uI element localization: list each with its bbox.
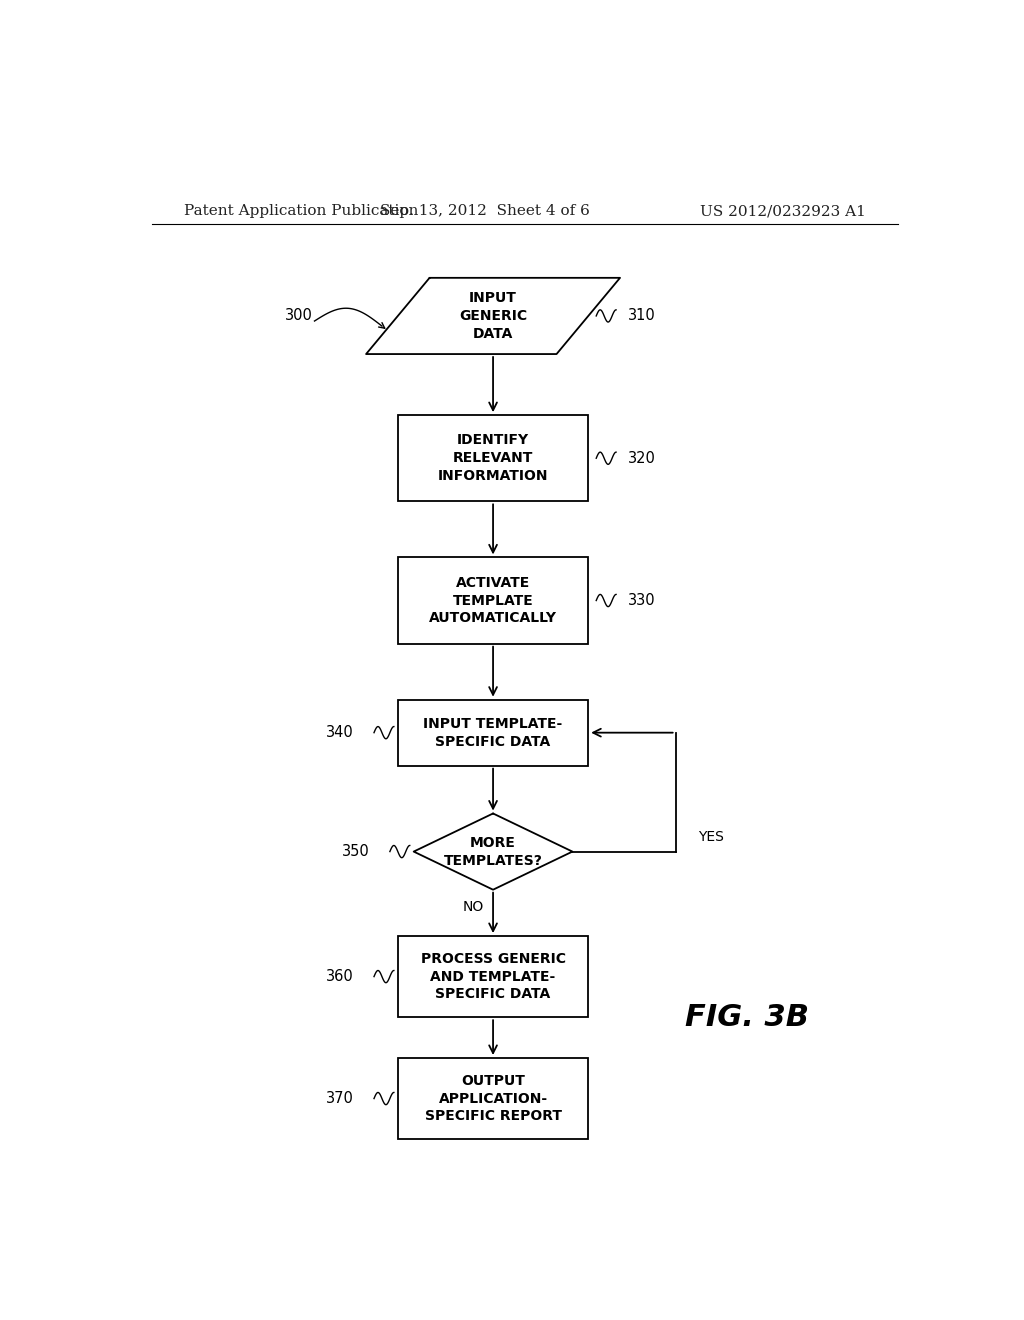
Bar — [397, 557, 588, 644]
Text: 340: 340 — [327, 725, 354, 741]
Text: 300: 300 — [285, 309, 312, 323]
Text: INPUT
GENERIC
DATA: INPUT GENERIC DATA — [459, 292, 527, 341]
Text: PROCESS GENERIC
AND TEMPLATE-
SPECIFIC DATA: PROCESS GENERIC AND TEMPLATE- SPECIFIC D… — [421, 952, 565, 1002]
Text: YES: YES — [698, 830, 724, 845]
Text: Sep. 13, 2012  Sheet 4 of 6: Sep. 13, 2012 Sheet 4 of 6 — [380, 205, 590, 218]
Text: NO: NO — [463, 900, 484, 915]
Text: 330: 330 — [628, 593, 655, 609]
Bar — [397, 414, 588, 502]
Text: 360: 360 — [327, 969, 354, 985]
Bar — [397, 936, 588, 1018]
Text: MORE
TEMPLATES?: MORE TEMPLATES? — [443, 836, 543, 867]
Text: Patent Application Publication: Patent Application Publication — [183, 205, 418, 218]
Text: IDENTIFY
RELEVANT
INFORMATION: IDENTIFY RELEVANT INFORMATION — [438, 433, 548, 483]
Text: OUTPUT
APPLICATION-
SPECIFIC REPORT: OUTPUT APPLICATION- SPECIFIC REPORT — [425, 1073, 561, 1123]
Text: INPUT TEMPLATE-
SPECIFIC DATA: INPUT TEMPLATE- SPECIFIC DATA — [424, 717, 562, 748]
Text: 350: 350 — [342, 843, 370, 859]
Bar — [397, 1057, 588, 1139]
Text: FIG. 3B: FIG. 3B — [685, 1003, 809, 1032]
Text: 310: 310 — [628, 309, 655, 323]
Text: 370: 370 — [327, 1092, 354, 1106]
Text: US 2012/0232923 A1: US 2012/0232923 A1 — [700, 205, 866, 218]
Text: ACTIVATE
TEMPLATE
AUTOMATICALLY: ACTIVATE TEMPLATE AUTOMATICALLY — [429, 576, 557, 626]
Text: 320: 320 — [628, 450, 655, 466]
Bar — [397, 700, 588, 766]
